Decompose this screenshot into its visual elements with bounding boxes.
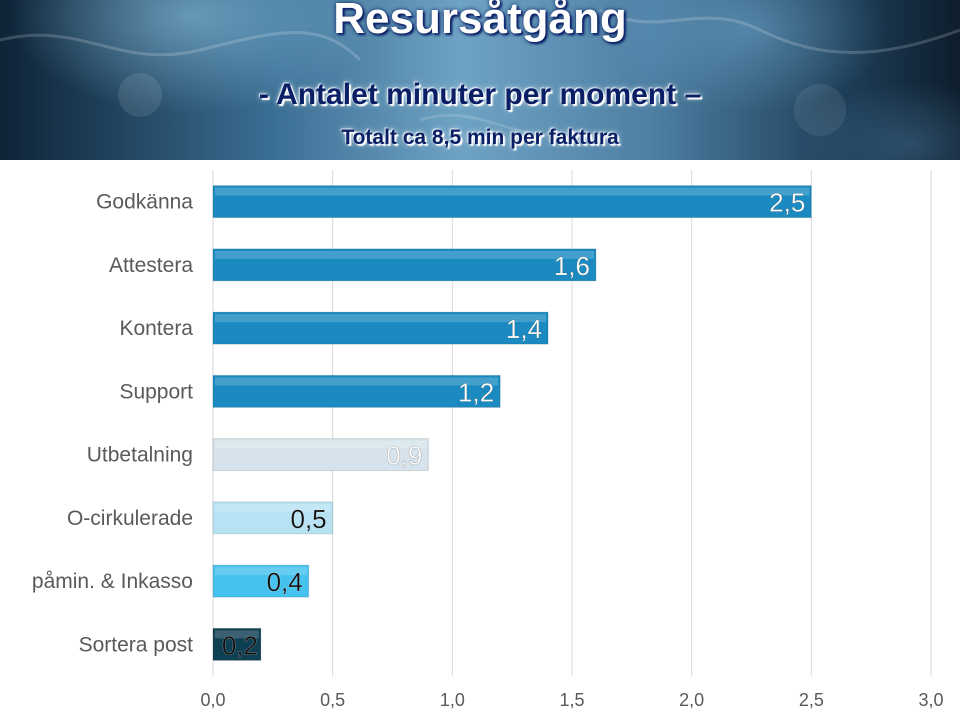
bar [212,564,310,598]
x-tick-label: 2,0 [679,690,704,710]
value-labels: 2,5 1,6 1,4 1,2 0,9 0,5 0,4 0,2 [222,187,806,660]
bar [212,311,549,345]
value-label: 0,5 [291,504,327,534]
x-tick-label: 0,5 [320,690,345,710]
x-tick-label: 1,5 [559,690,584,710]
category-label: Utbetalning [87,444,193,467]
category-label: O-cirkulerade [67,507,193,530]
chart-title: Resursåtgång [333,0,627,43]
bar [212,438,429,472]
chart-subtitle-total: Totalt ca 8,5 min per faktura [341,126,619,149]
x-tick-labels: 0,0 0,5 1,0 1,5 2,0 2,5 3,0 [200,690,943,710]
value-label: 2,5 [769,188,805,218]
bar-highlight [215,314,547,323]
category-label: Attestera [109,254,193,277]
x-tick-label: 0,0 [200,690,225,710]
bar [212,501,334,535]
value-label: 0,9 [386,441,422,471]
gridlines [212,170,932,676]
bar-highlight [215,503,331,512]
bar [212,374,501,408]
bar-highlight [215,250,594,259]
category-label: Kontera [119,317,193,340]
puzzle-background-image [0,8,960,137]
bar-highlight [215,187,810,196]
value-label: 1,6 [554,251,590,281]
bars [212,185,812,661]
bar-highlight [215,567,307,576]
bar [212,627,262,661]
bar-highlight [215,440,427,449]
bar [212,185,812,219]
x-tick-label: 2,5 [799,690,824,710]
bar-highlight [215,377,499,386]
bar-highlight [215,630,259,639]
value-label: 1,4 [506,314,542,344]
value-label: 0,4 [267,567,303,597]
value-label: 1,2 [458,377,494,407]
category-label: Sortera post [79,633,194,656]
x-tick-label: 3,0 [918,690,943,710]
header-banner: Resursåtgång - Antalet minuter per momen… [0,0,960,160]
category-labels: Godkänna Attestera Kontera Support Utbetalni… [32,191,193,657]
category-label: påmin. & Inkasso [32,570,193,593]
x-tick-label: 1,0 [440,690,465,710]
value-label: 0,2 [222,630,258,660]
bar [212,248,597,282]
category-label: Support [119,380,193,403]
chart-subtitle: - Antalet minuter per moment – [258,78,702,111]
category-label: Godkänna [96,191,193,214]
